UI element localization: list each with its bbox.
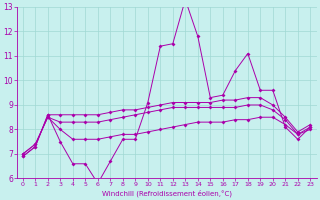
X-axis label: Windchill (Refroidissement éolien,°C): Windchill (Refroidissement éolien,°C)	[101, 189, 232, 197]
